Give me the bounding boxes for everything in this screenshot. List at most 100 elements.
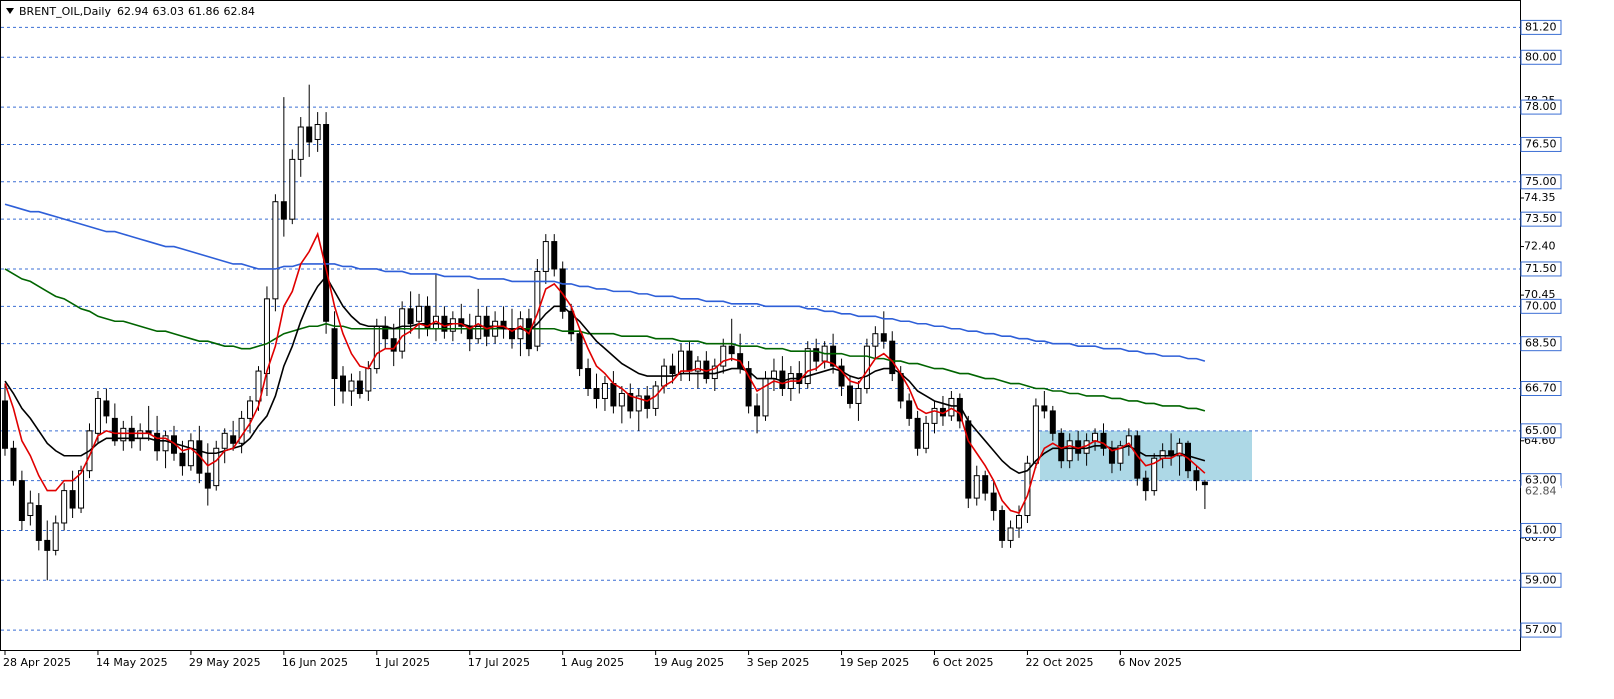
low: 61.86 <box>188 5 220 18</box>
candle-body <box>973 475 980 499</box>
candle-body <box>1151 457 1158 492</box>
level-label: 73.50 <box>1525 212 1557 225</box>
x-tick-label: 14 May 2025 <box>96 656 168 669</box>
candle-body <box>137 430 144 439</box>
candle-body <box>475 315 482 340</box>
candle-body <box>1049 410 1056 434</box>
candle-body <box>830 345 837 367</box>
candle-body <box>982 475 989 494</box>
x-tick-label: 6 Oct 2025 <box>933 656 994 669</box>
level-label: 75.00 <box>1525 175 1557 188</box>
level-label-box <box>1520 174 1562 190</box>
candle-body <box>889 340 896 375</box>
candle-body <box>94 397 101 434</box>
candle-body <box>880 333 887 342</box>
candle-body <box>18 480 25 521</box>
candle-body <box>1041 405 1048 412</box>
candle-body <box>331 328 338 380</box>
last-price-label: 62.84 <box>1525 485 1557 498</box>
candle-body <box>813 348 820 362</box>
plot-frame <box>0 0 1521 651</box>
candle-body <box>247 400 254 419</box>
level-label-box <box>1520 49 1562 65</box>
candle-body <box>585 368 592 390</box>
x-tick-label: 16 Jun 2025 <box>282 656 348 669</box>
candle-body <box>931 407 938 424</box>
x-tick-label: 19 Aug 2025 <box>654 656 724 669</box>
candle-body <box>348 380 355 392</box>
candle-body <box>669 365 676 375</box>
candle-body <box>179 452 186 467</box>
candle-body <box>458 318 465 327</box>
indicator-line <box>4 203 1206 362</box>
level-label-box <box>1520 211 1562 227</box>
candle-body <box>906 400 913 419</box>
x-tick-label: 22 Oct 2025 <box>1025 656 1093 669</box>
candle-body <box>373 325 380 370</box>
candle-body <box>770 370 777 380</box>
x-tick-label: 29 May 2025 <box>189 656 261 669</box>
candle-body <box>196 440 203 474</box>
candle-body <box>990 492 997 512</box>
candle-body <box>111 417 118 442</box>
candle-body <box>1142 477 1149 492</box>
menu-triangle <box>6 8 14 14</box>
level-label: 65.00 <box>1525 424 1557 437</box>
level-label-box <box>1520 19 1562 35</box>
candle-body <box>120 427 127 442</box>
level-label-box <box>1520 622 1562 638</box>
candle-body <box>914 417 921 449</box>
x-tick-label: 19 Sep 2025 <box>840 656 910 669</box>
candle-body <box>61 490 68 524</box>
candle-body <box>2 400 8 449</box>
candle-body <box>35 505 42 541</box>
candle-body <box>204 472 211 489</box>
candle-body <box>838 365 845 387</box>
candle-body <box>618 392 625 407</box>
candle-body <box>44 539 51 551</box>
candle-body <box>399 308 406 352</box>
level-label: 76.50 <box>1525 137 1557 150</box>
candle-body <box>323 124 330 322</box>
candle-body <box>230 435 237 444</box>
candle-body <box>221 432 228 449</box>
candle-body <box>280 201 287 220</box>
candle-body <box>1100 432 1107 449</box>
candle-body <box>407 308 414 325</box>
candle-body <box>728 345 735 355</box>
indicator-line <box>4 275 1206 475</box>
candle-body <box>272 201 279 300</box>
candle-body <box>627 392 634 412</box>
candle-body <box>1134 435 1141 479</box>
candle-body <box>923 422 930 449</box>
candle-body <box>1016 515 1022 529</box>
level-label: 59.00 <box>1525 573 1557 586</box>
candle-body <box>601 383 608 399</box>
level-label-box <box>1520 522 1562 538</box>
candle-body <box>306 126 313 143</box>
y-tick-label: 70.45 <box>1524 288 1556 301</box>
candle-body <box>1066 440 1073 462</box>
candle-body <box>10 447 17 482</box>
candle-body <box>745 368 752 407</box>
candle-body <box>356 380 363 394</box>
candle-body <box>1007 527 1014 541</box>
level-label: 61.00 <box>1525 523 1557 536</box>
level-label: 57.00 <box>1525 623 1557 636</box>
level-label-box <box>1520 99 1562 115</box>
candle-body <box>576 333 583 370</box>
level-label: 63.00 <box>1525 474 1557 487</box>
candle-body <box>78 470 85 509</box>
level-label: 68.50 <box>1525 337 1557 350</box>
candle-body <box>187 440 194 467</box>
candle-body <box>1193 470 1200 482</box>
candle-body <box>1159 450 1166 459</box>
candle-body <box>1117 445 1124 464</box>
x-tick-label: 17 Jul 2025 <box>468 656 530 669</box>
candle-body <box>69 490 76 509</box>
candle-body <box>694 360 701 372</box>
close: 62.84 <box>223 5 255 18</box>
candle-body <box>289 158 296 220</box>
level-label: 66.70 <box>1525 382 1557 395</box>
